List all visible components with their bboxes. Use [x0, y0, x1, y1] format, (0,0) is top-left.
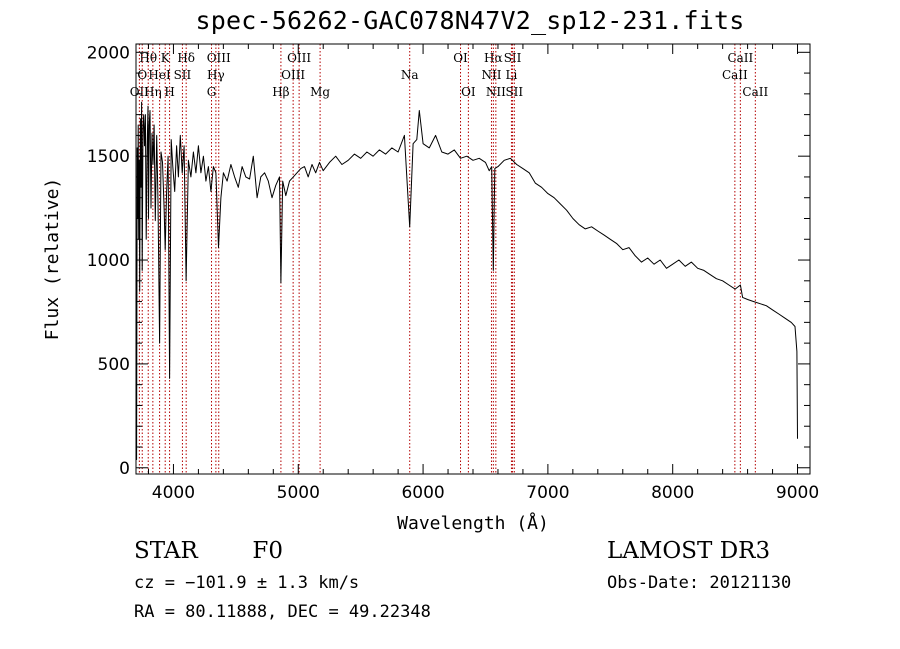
line-marker-label: SII: [174, 68, 192, 82]
line-marker-label: K: [161, 51, 171, 65]
line-marker-label: CaII: [742, 85, 768, 99]
line-marker-label: Na: [401, 68, 419, 82]
chart-title: spec-56262-GAC078N47V2_sp12-231.fits: [195, 6, 745, 35]
survey-label: LAMOST DR3: [607, 538, 771, 564]
y-tick-label: 500: [98, 355, 130, 375]
y-axis-label: Flux (relative): [42, 178, 63, 341]
line-marker-label: OIII: [281, 68, 305, 82]
line-marker-label: Hα: [484, 51, 503, 65]
spectrum-series: [135, 101, 798, 460]
line-marker-label: G: [207, 85, 217, 99]
line-marker-label: OIII: [207, 51, 231, 65]
line-marker-label: H: [164, 85, 174, 99]
class-line: STAR F0: [134, 538, 283, 564]
line-marker-label: Li: [506, 68, 518, 82]
spectrum-line: [135, 101, 798, 460]
line-marker-label: HeI: [148, 68, 171, 82]
line-marker-label: OI: [461, 85, 476, 99]
line-marker-label: NII: [481, 68, 501, 82]
x-tick-label: 6000: [401, 483, 444, 503]
y-tick-label: 2000: [87, 43, 130, 63]
plot-frame: [135, 43, 811, 475]
obs-date-text: Obs-Date: 20121130: [607, 573, 792, 593]
line-marker-label: Mg: [310, 85, 330, 99]
object-class: STAR: [134, 538, 198, 564]
y-tick-label: 1000: [87, 251, 130, 271]
x-tick-label: 5000: [277, 483, 320, 503]
line-marker-label: OI: [453, 51, 468, 65]
line-marker-label: O: [137, 68, 147, 82]
ticks: [136, 44, 810, 474]
y-tick-label: 0: [119, 459, 130, 479]
line-marker-label: CaII: [722, 68, 748, 82]
line-marker-label: SII: [505, 85, 523, 99]
coordinates-text: RA = 80.11888, DEC = 49.22348: [134, 602, 431, 622]
x-tick-label: 8000: [651, 483, 694, 503]
line-marker-label: Hγ: [207, 68, 225, 82]
x-tick-label: 9000: [776, 483, 819, 503]
y-tick-label: 1500: [87, 147, 130, 167]
object-subclass: F0: [252, 538, 283, 564]
line-marker-label: OIII: [287, 51, 311, 65]
line-marker-label: CaII: [727, 51, 753, 65]
redshift-text: cz = −101.9 ± 1.3 km/s: [134, 573, 360, 593]
x-axis-label: Wavelength (Å): [397, 512, 549, 534]
line-marker-label: NII: [486, 85, 506, 99]
line-marker-label: OII: [130, 85, 150, 99]
tick-labels: 4000 5000 6000 7000 8000 9000 0 500 1000 1500 2000: [87, 43, 819, 503]
axis-labels: Wavelength (Å) Flux (relative): [42, 178, 549, 534]
line-marker-label: Hη: [144, 85, 162, 99]
x-tick-label: 4000: [152, 483, 195, 503]
line-marker-label: Hδ: [177, 51, 195, 65]
x-tick-label: 7000: [526, 483, 569, 503]
line-marker-label: Hβ: [272, 85, 289, 99]
line-marker-label: SII: [504, 51, 522, 65]
